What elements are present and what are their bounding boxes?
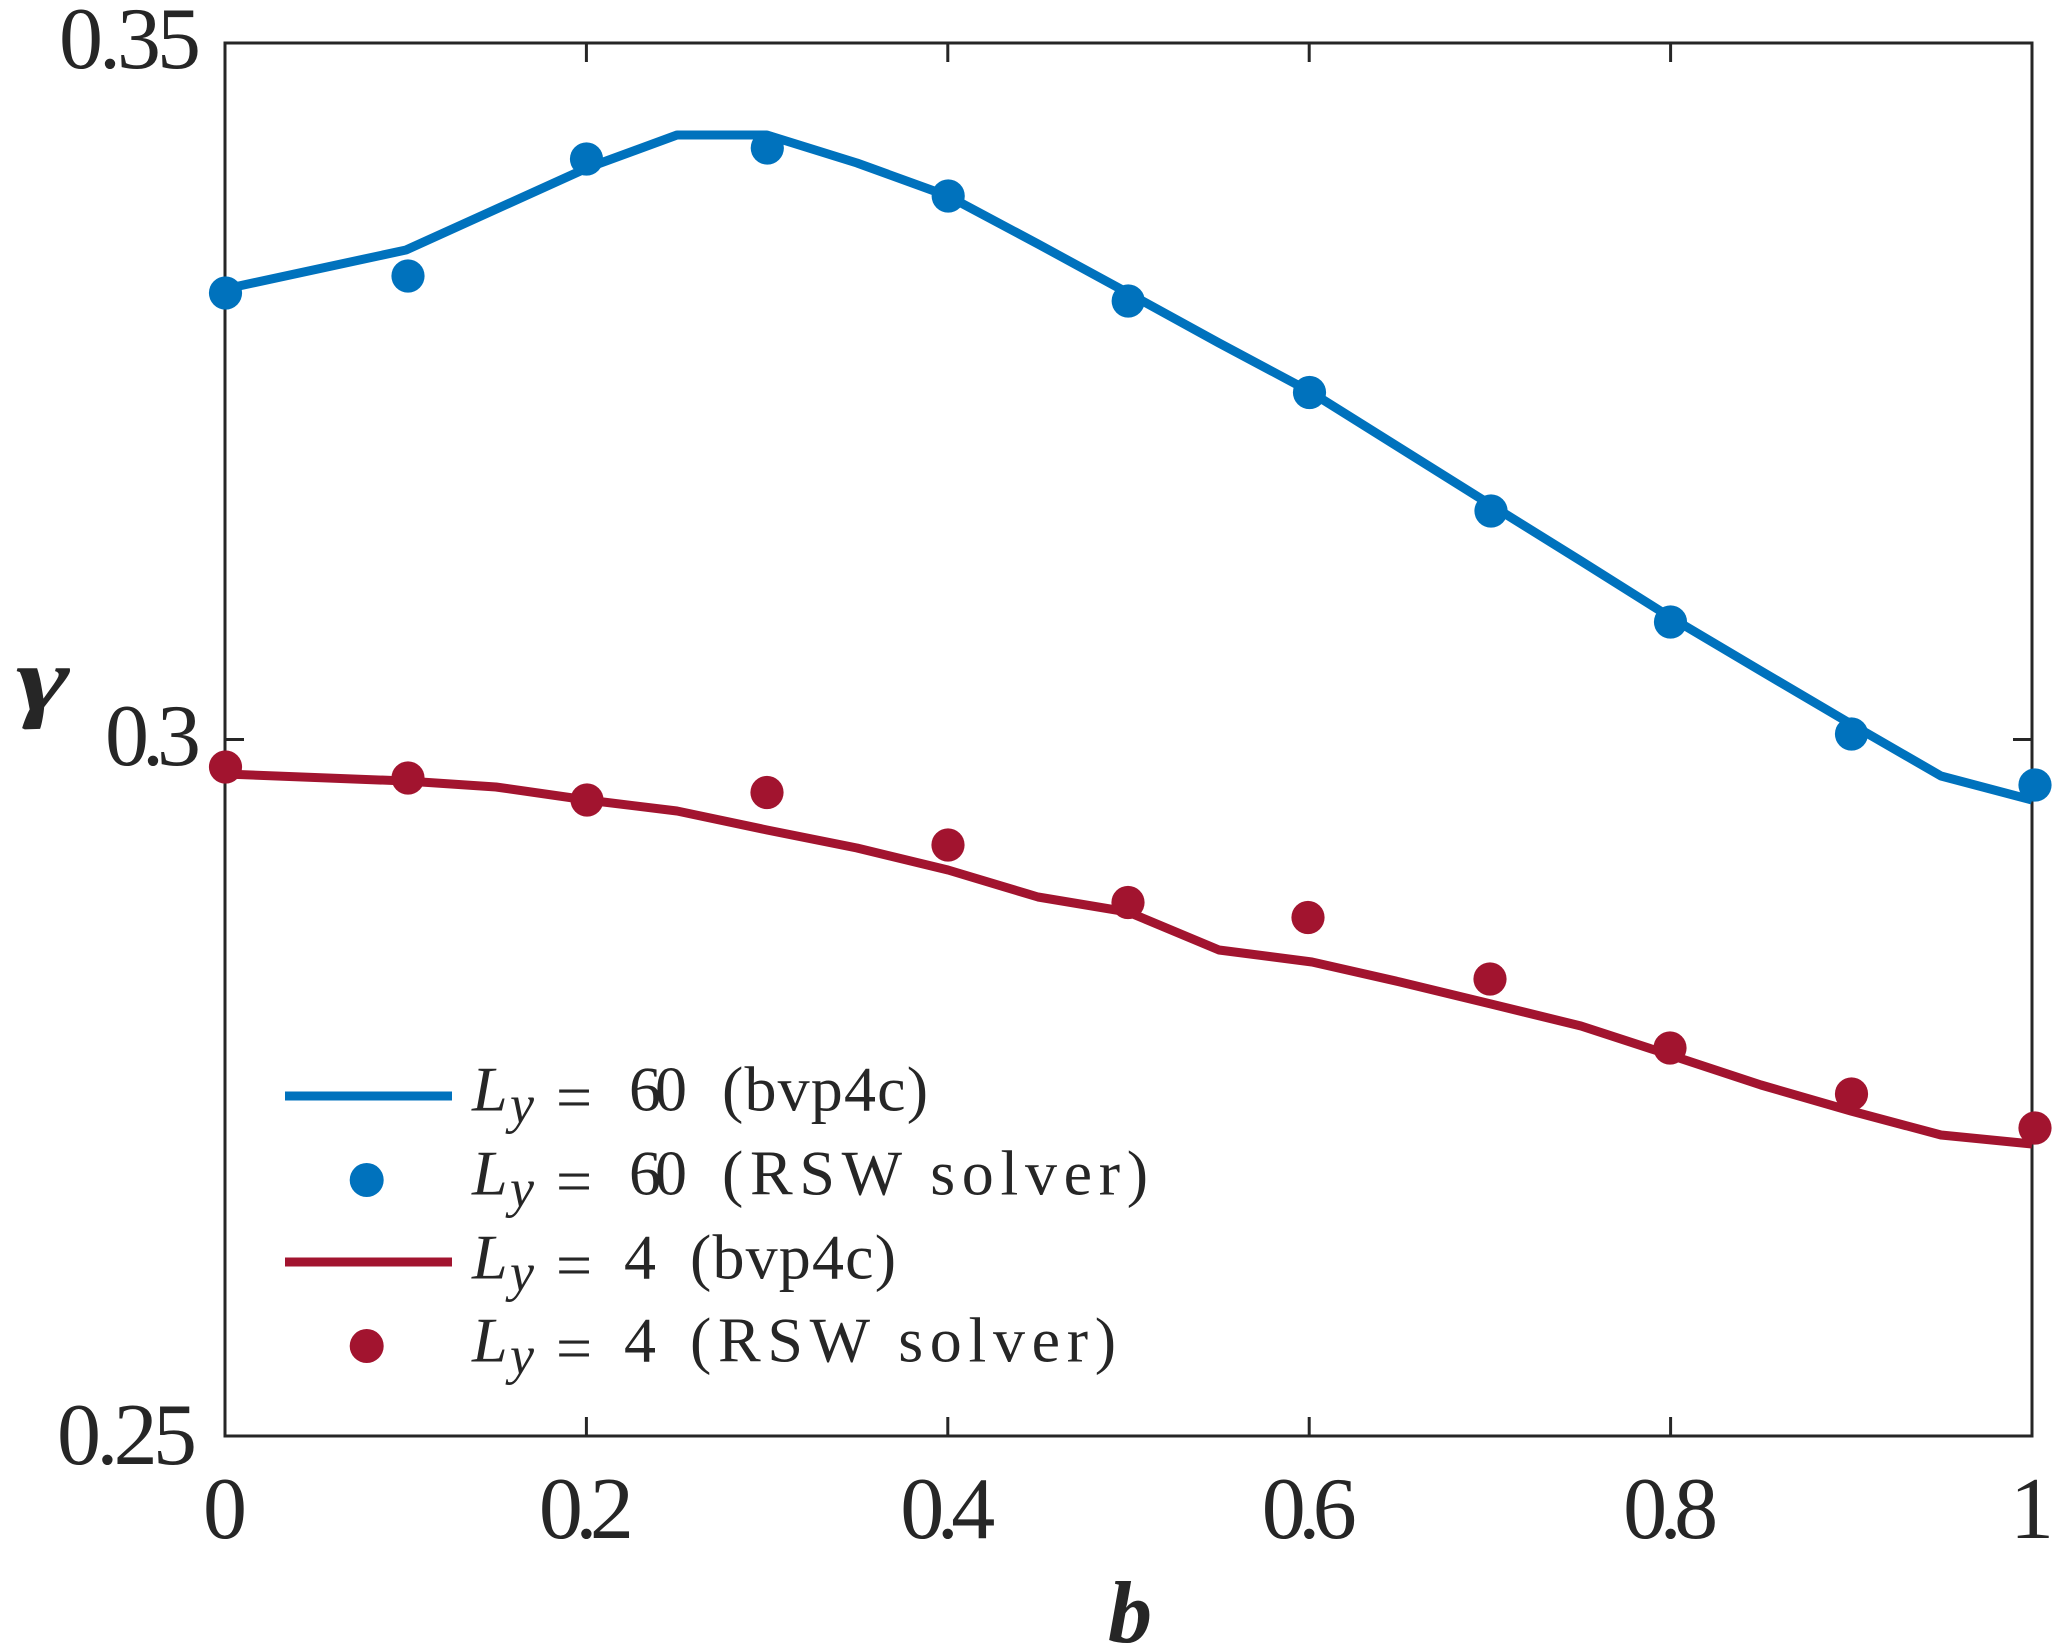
svg-text:=: =	[556, 1312, 592, 1383]
svg-text:=: =	[556, 1146, 592, 1217]
svg-text:(RSW solver): (RSW solver)	[722, 1138, 1148, 1209]
svg-text:0.8: 0.8	[1623, 1461, 1718, 1558]
svg-text:b: b	[1108, 1565, 1152, 1646]
svg-text:γ: γ	[16, 629, 70, 730]
svg-text:0.35: 0.35	[59, 0, 201, 88]
svg-text:0.6: 0.6	[1262, 1461, 1357, 1558]
svg-text:(bvp4c): (bvp4c)	[690, 1222, 896, 1293]
svg-text:=: =	[556, 1230, 592, 1301]
svg-text:0: 0	[203, 1461, 247, 1558]
svg-text:y: y	[505, 1243, 534, 1303]
svg-text:y: y	[505, 1325, 534, 1385]
svg-text:0.25: 0.25	[57, 1387, 197, 1484]
svg-text:L: L	[471, 1054, 508, 1125]
svg-text:L: L	[471, 1304, 508, 1375]
svg-text:L: L	[471, 1138, 508, 1209]
svg-text:1: 1	[2010, 1461, 2054, 1558]
svg-text:y: y	[505, 1159, 534, 1219]
svg-text:60: 60	[629, 1138, 687, 1209]
svg-text:(bvp4c): (bvp4c)	[722, 1054, 928, 1125]
svg-text:60: 60	[629, 1054, 687, 1125]
svg-text:L: L	[471, 1222, 508, 1293]
svg-text:4: 4	[624, 1304, 656, 1375]
svg-text:0.3: 0.3	[105, 688, 201, 785]
svg-text:0.2: 0.2	[539, 1461, 634, 1558]
svg-text:(RSW solver): (RSW solver)	[690, 1304, 1116, 1375]
svg-text:=: =	[556, 1062, 592, 1133]
svg-text:4: 4	[624, 1222, 656, 1293]
svg-text:y: y	[505, 1075, 534, 1135]
svg-text:0.4: 0.4	[900, 1461, 995, 1558]
